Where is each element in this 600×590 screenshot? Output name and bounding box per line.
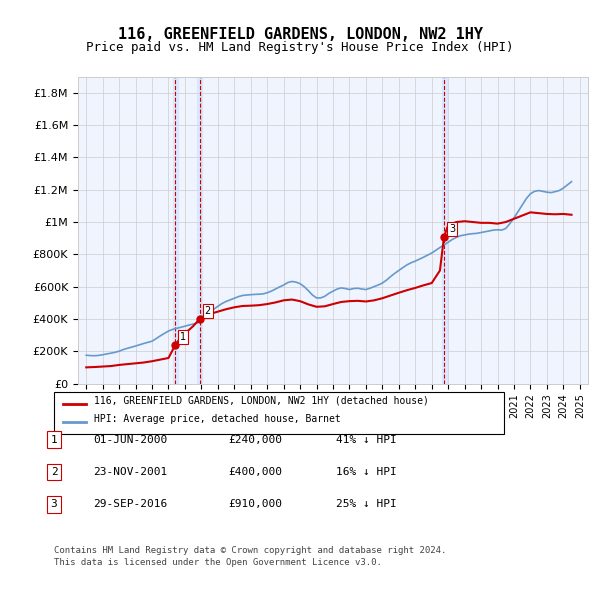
Bar (442, 77, 446, 384)
Text: 1: 1 (181, 332, 187, 342)
Text: Contains HM Land Registry data © Crown copyright and database right 2024.: Contains HM Land Registry data © Crown c… (54, 546, 446, 555)
Text: 2: 2 (205, 306, 211, 316)
Text: 23-NOV-2001: 23-NOV-2001 (93, 467, 167, 477)
Text: 29-SEP-2016: 29-SEP-2016 (93, 500, 167, 509)
Text: £240,000: £240,000 (228, 435, 282, 444)
Text: 2: 2 (50, 467, 58, 477)
Text: 116, GREENFIELD GARDENS, LONDON, NW2 1HY: 116, GREENFIELD GARDENS, LONDON, NW2 1HY (118, 27, 482, 41)
Text: HPI: Average price, detached house, Barnet: HPI: Average price, detached house, Barn… (95, 414, 341, 424)
Text: £910,000: £910,000 (228, 500, 282, 509)
Text: Price paid vs. HM Land Registry's House Price Index (HPI): Price paid vs. HM Land Registry's House … (86, 41, 514, 54)
Text: 3: 3 (50, 500, 58, 509)
Text: 116, GREENFIELD GARDENS, LONDON, NW2 1HY (detached house): 116, GREENFIELD GARDENS, LONDON, NW2 1HY… (95, 395, 430, 405)
Text: This data is licensed under the Open Government Licence v3.0.: This data is licensed under the Open Gov… (54, 558, 382, 566)
Text: 25% ↓ HPI: 25% ↓ HPI (336, 500, 397, 509)
Text: 1: 1 (50, 435, 58, 444)
FancyBboxPatch shape (54, 392, 504, 434)
Text: 01-JUN-2000: 01-JUN-2000 (93, 435, 167, 444)
Text: £400,000: £400,000 (228, 467, 282, 477)
Text: 3: 3 (449, 224, 455, 234)
Bar (173, 77, 178, 384)
Text: 16% ↓ HPI: 16% ↓ HPI (336, 467, 397, 477)
Bar (197, 77, 202, 384)
Text: 41% ↓ HPI: 41% ↓ HPI (336, 435, 397, 444)
